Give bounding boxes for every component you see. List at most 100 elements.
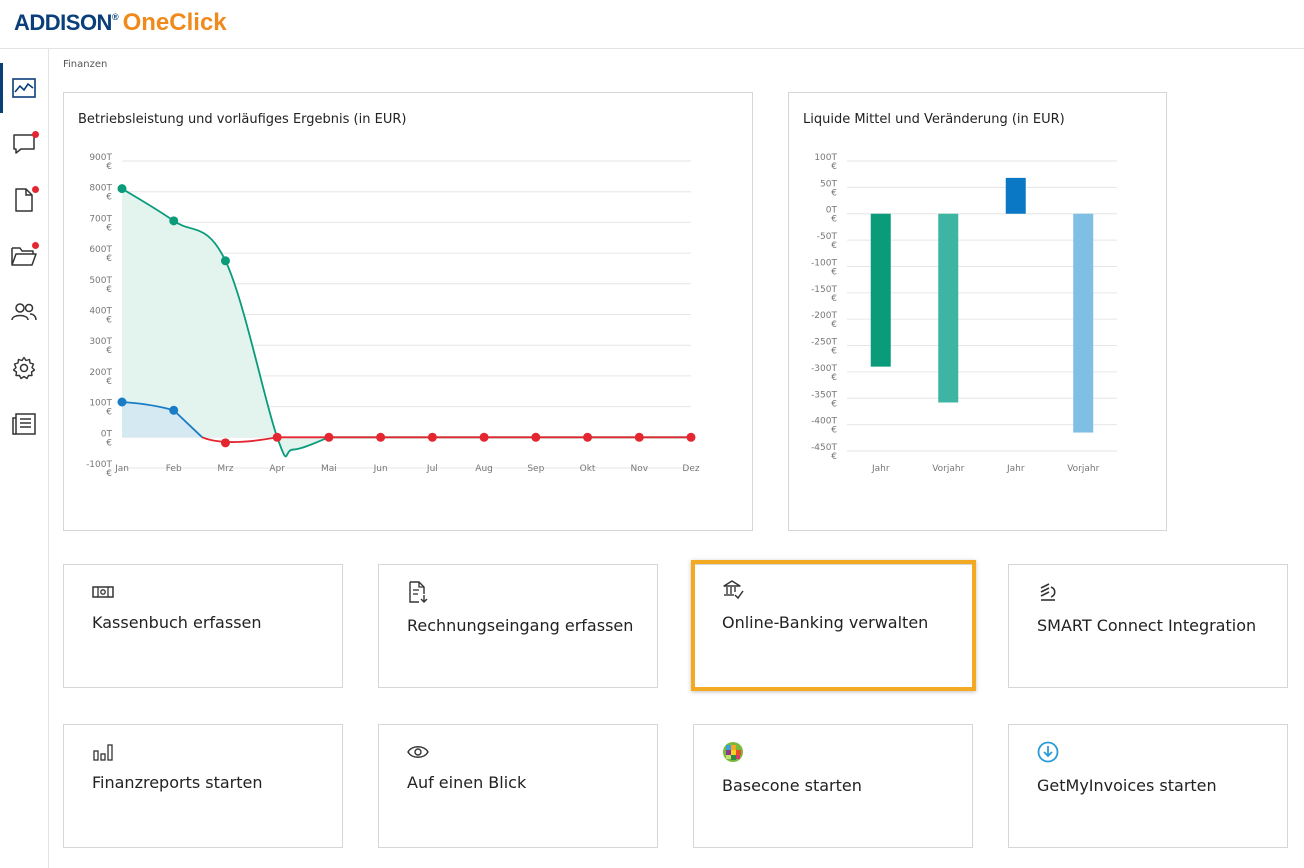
logo-product: OneClick — [122, 9, 227, 36]
y-tick-label: -450T € — [811, 443, 837, 462]
zero-point — [272, 432, 282, 442]
sidebar-item-news[interactable] — [0, 399, 48, 449]
x-tick-label: Okt — [580, 464, 596, 474]
performance-chart-title: Betriebsleistung und vorläufiges Ergebni… — [78, 112, 407, 127]
bar-chart-icon — [93, 744, 113, 761]
document-icon — [15, 188, 33, 212]
series-1-area — [122, 188, 329, 457]
y-tick-label: 900T € — [89, 153, 112, 172]
y-tick-label: 0T € — [101, 429, 113, 448]
x-tick-label: Dez — [682, 464, 699, 474]
liquidity-bar-chart: 100T € 50T € 0T € -50T € -100T € -150T € -200T € -250T… — [811, 153, 1117, 474]
x-tick-label: Vorjahr — [932, 464, 964, 474]
basecone-logo-icon — [723, 742, 743, 762]
y-tick-label: 200T € — [89, 368, 112, 387]
finance-chart-icon — [12, 78, 36, 98]
tile-kassenbuch[interactable]: Kassenbuch erfassen — [63, 564, 343, 688]
chat-notification-dot — [32, 131, 39, 138]
x-tick-label: Nov — [630, 464, 648, 474]
y-tick-label: 400T € — [89, 307, 112, 326]
tile-online-banking[interactable]: Online-Banking verwalten — [693, 564, 973, 688]
bank-icon — [723, 580, 744, 600]
sidebar-item-folder[interactable] — [0, 231, 48, 281]
invoice-icon — [409, 581, 428, 603]
x-tick-label: Jahr — [871, 464, 890, 474]
zero-point — [531, 432, 541, 442]
performance-line-chart: 900T € 800T € 700T € 600T € 500T € 400T € 300T € 200T €… — [86, 153, 700, 479]
y-tick-label: -150T € — [811, 285, 837, 304]
newspaper-icon — [12, 413, 36, 435]
liquidity-bar — [938, 213, 959, 403]
tile-basecone[interactable]: Basecone starten — [693, 724, 973, 848]
tile-auf-einen-blick[interactable]: Auf einen Blick — [378, 724, 658, 848]
tile-label: Basecone starten — [722, 776, 862, 795]
x-tick-label: Feb — [166, 464, 182, 474]
liquidity-chart-panel: Liquide Mittel und Veränderung (in EUR) … — [788, 92, 1167, 531]
tile-finanzreports[interactable]: Finanzreports starten — [63, 724, 343, 848]
y-tick-label: -250T € — [811, 338, 837, 357]
document-notification-dot — [32, 186, 39, 193]
logo-registered-mark: ® — [111, 12, 119, 22]
tile-rechnungseingang[interactable]: Rechnungseingang erfassen — [378, 564, 658, 688]
x-tick-label: Mai — [321, 464, 337, 474]
zero-point — [634, 432, 644, 442]
eye-icon — [407, 746, 429, 758]
y-tick-label: 300T € — [89, 337, 112, 356]
zero-point — [324, 432, 334, 442]
series-1-point — [169, 216, 179, 226]
y-tick-label: 800T € — [89, 184, 112, 203]
smart-connect-icon — [1040, 583, 1056, 601]
y-tick-label: 0T € — [826, 206, 838, 225]
series-2-point — [117, 397, 127, 407]
liquidity-bar — [870, 213, 891, 367]
x-tick-label: Vorjahr — [1067, 464, 1099, 474]
gear-icon — [12, 356, 36, 380]
sidebar-item-chat[interactable] — [0, 119, 48, 169]
x-tick-label: Aug — [475, 464, 493, 474]
y-tick-label: -400T € — [811, 417, 837, 436]
y-tick-label: -100T € — [811, 258, 837, 277]
tile-getmyinvoices[interactable]: GetMyInvoices starten — [1008, 724, 1288, 848]
y-tick-label: 500T € — [89, 276, 112, 295]
y-tick-label: 100T € — [89, 399, 112, 418]
sidebar-item-finanzen[interactable] — [0, 63, 48, 113]
liquidity-bar — [1073, 213, 1094, 433]
sidebar-item-settings[interactable] — [0, 343, 48, 393]
y-tick-label: -100T € — [86, 460, 112, 479]
cash-register-icon — [92, 586, 114, 598]
series-2-point — [169, 405, 179, 415]
tile-label: SMART Connect Integration — [1037, 616, 1257, 635]
logo-brand: ADDISON — [14, 10, 112, 35]
zero-point — [376, 432, 386, 442]
series-2-point — [220, 438, 230, 448]
breadcrumb: Finanzen — [63, 59, 108, 70]
x-tick-label: Jan — [114, 464, 129, 474]
y-tick-label: 600T € — [89, 245, 112, 264]
tile-label: Rechnungseingang erfassen — [407, 616, 634, 635]
users-icon — [11, 303, 37, 321]
tile-label: Finanzreports starten — [92, 773, 263, 792]
series-2-area — [122, 401, 203, 438]
performance-chart-panel: Betriebsleistung und vorläufiges Ergebni… — [63, 92, 753, 531]
zero-point — [686, 432, 696, 442]
sidebar-item-users[interactable] — [0, 287, 48, 337]
sidebar — [0, 49, 49, 868]
addison-oneclick-logo[interactable]: ADDISON® OneClick — [14, 9, 227, 37]
sidebar-item-documents[interactable] — [0, 175, 48, 225]
y-tick-label: -200T € — [811, 311, 837, 330]
zero-point — [479, 432, 489, 442]
zero-point — [583, 432, 593, 442]
tile-label: GetMyInvoices starten — [1037, 776, 1217, 795]
tile-label: Online-Banking verwalten — [722, 613, 929, 632]
folder-notification-dot — [32, 242, 39, 249]
y-tick-label: 50T € — [820, 179, 837, 198]
liquidity-bar — [1005, 177, 1026, 214]
liquidity-chart-title: Liquide Mittel und Veränderung (in EUR) — [803, 112, 1065, 127]
x-tick-label: Apr — [269, 464, 285, 474]
folder-icon — [11, 247, 37, 266]
tile-smart-connect[interactable]: SMART Connect Integration — [1008, 564, 1288, 688]
series-1-point — [220, 256, 230, 266]
x-tick-label: Jahr — [1006, 464, 1025, 474]
series-1-point — [117, 184, 127, 194]
y-tick-label: 700T € — [89, 214, 112, 233]
